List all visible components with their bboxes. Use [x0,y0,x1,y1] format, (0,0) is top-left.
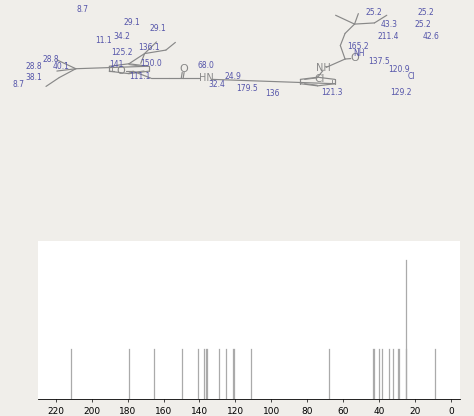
Text: 136.1: 136.1 [138,43,160,52]
Text: 120.9: 120.9 [388,65,410,74]
Text: 136: 136 [265,89,280,98]
Text: 111.1: 111.1 [129,72,151,81]
Text: HN: HN [200,73,214,83]
Text: 125.2: 125.2 [111,48,133,57]
Text: 129.2: 129.2 [390,87,411,97]
Text: 38.1: 38.1 [26,73,43,82]
Text: 165.2: 165.2 [347,42,369,51]
Text: NH: NH [354,49,365,58]
Text: 25.2: 25.2 [414,20,431,29]
Text: 8.7: 8.7 [12,80,24,89]
Text: 137.5: 137.5 [368,57,390,66]
Text: 8.7: 8.7 [77,5,89,14]
Text: 34.2: 34.2 [114,32,131,41]
Text: 150.0: 150.0 [140,59,162,68]
Text: 28.8: 28.8 [26,62,43,71]
Text: 29.1: 29.1 [149,24,166,33]
Text: 32.4: 32.4 [209,80,226,89]
Text: 179.5: 179.5 [237,84,258,94]
Text: 43.3: 43.3 [380,20,397,29]
Text: 42.6: 42.6 [423,32,440,41]
Text: Cl: Cl [408,72,415,82]
Text: Cl: Cl [315,74,325,84]
Text: 68.0: 68.0 [198,61,215,70]
Text: 211.4: 211.4 [378,32,400,41]
Text: 29.1: 29.1 [123,17,140,27]
Text: O: O [117,66,126,76]
Text: 24.9: 24.9 [225,72,242,81]
Text: 25.2: 25.2 [417,8,434,17]
Text: 11.1: 11.1 [95,36,112,45]
Text: O: O [350,53,359,63]
Text: O: O [180,64,189,74]
Text: NH: NH [316,63,331,73]
Text: 141: 141 [109,60,123,69]
Text: 121.3: 121.3 [321,87,343,97]
Text: 25.2: 25.2 [365,8,382,17]
Text: 28.8: 28.8 [43,55,60,64]
Text: 40.1: 40.1 [52,62,69,71]
